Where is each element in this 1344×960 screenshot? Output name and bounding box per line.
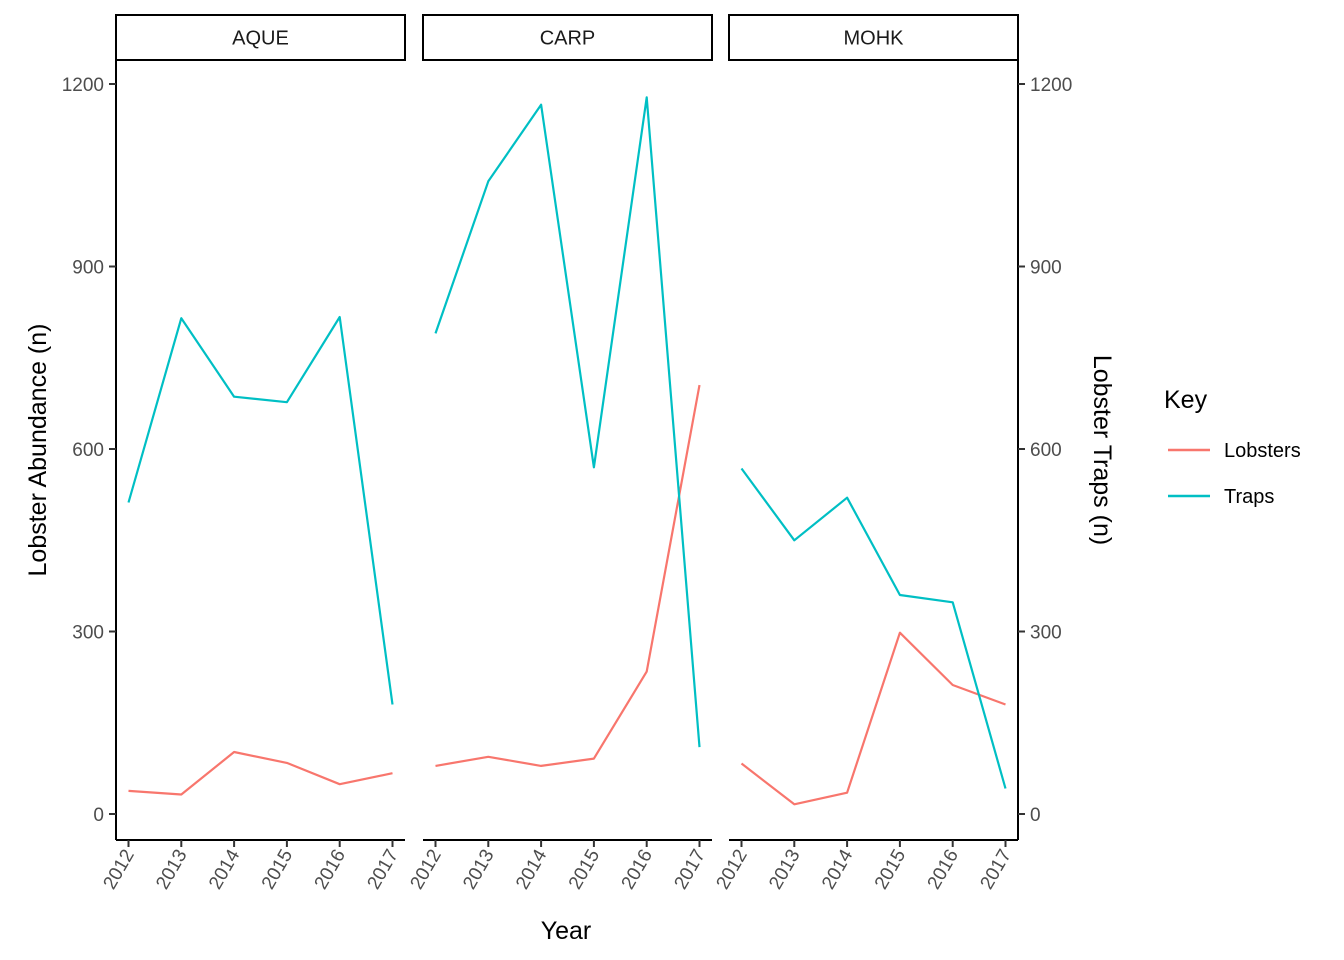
x-tick-label: 2015 [565, 846, 604, 893]
x-tick-label: 2016 [924, 846, 963, 893]
y-right-tick-label: 0 [1030, 805, 1041, 826]
facet-aque: AQUE 2012 2013 2014 2015 2016 2017 0 300 600 900 12… [62, 14, 406, 893]
y-axis-right-title: Lobster Traps (n) [1088, 355, 1116, 545]
x-tick-label: 2012 [407, 846, 446, 893]
x-tick-label: 2017 [364, 846, 403, 893]
legend-title: Key [1164, 386, 1208, 414]
x-tick-label: 2013 [459, 846, 498, 893]
facet-carp: CARP 2012 2013 2014 2015 2016 2017 [407, 14, 713, 893]
x-tick-label: 2015 [871, 846, 910, 893]
facet-strip [422, 14, 713, 61]
legend-label: Lobsters [1224, 440, 1301, 462]
y-tick-label: 1200 [62, 75, 104, 96]
x-tick-label: 2017 [977, 846, 1016, 893]
x-tick-label: 2014 [512, 846, 552, 893]
y-tick-label: 900 [72, 258, 104, 279]
legend-items: Lobsters Traps [1168, 440, 1301, 508]
x-tick-label: 2012 [100, 846, 139, 893]
legend-item-traps: Traps [1168, 486, 1274, 508]
y-right-tick-label: 300 [1030, 623, 1062, 644]
legend-item-lobsters: Lobsters [1168, 440, 1301, 462]
series-line-traps [434, 96, 701, 748]
x-tick-label: 2012 [713, 846, 752, 893]
series-line-traps [127, 315, 394, 705]
facet-mohk: MOHK 2012 2013 2014 2015 2016 2017 0 300 600 900 12… [713, 14, 1072, 893]
facet-strip-label: MOHK [844, 28, 905, 50]
y-tick-label: 300 [72, 623, 104, 644]
series-line-lobsters [128, 750, 393, 796]
y-right-tick-label: 900 [1030, 258, 1062, 279]
x-tick-label: 2015 [258, 846, 297, 893]
y-axis-title: Lobster Abundance (n) [24, 324, 52, 577]
series-line-lobsters [740, 631, 1006, 806]
x-axis-title: Year [541, 917, 592, 945]
legend: Key Lobsters Traps [1164, 386, 1301, 508]
x-tick-label: 2017 [671, 846, 710, 893]
facet-strip-label: AQUE [232, 28, 289, 50]
legend-label: Traps [1224, 486, 1274, 508]
facet-strip-label: CARP [540, 28, 596, 50]
x-tick-label: 2013 [765, 846, 804, 893]
x-tick-label: 2014 [818, 846, 858, 893]
y-tick-label: 0 [93, 805, 104, 826]
facet-strip [728, 14, 1019, 61]
x-tick-label: 2016 [311, 846, 350, 893]
x-tick-label: 2014 [205, 846, 245, 893]
facet-strip [115, 14, 406, 61]
x-tick-label: 2016 [618, 846, 657, 893]
x-tick-label: 2013 [152, 846, 191, 893]
y-tick-label: 600 [72, 440, 104, 461]
y-right-tick-label: 600 [1030, 440, 1062, 461]
facet-panels: AQUE 2012 2013 2014 2015 2016 2017 0 300 600 900 12… [62, 14, 1072, 893]
y-right-tick-label: 1200 [1030, 75, 1072, 96]
series-line-traps [740, 467, 1007, 789]
series-line-lobsters [435, 384, 701, 768]
